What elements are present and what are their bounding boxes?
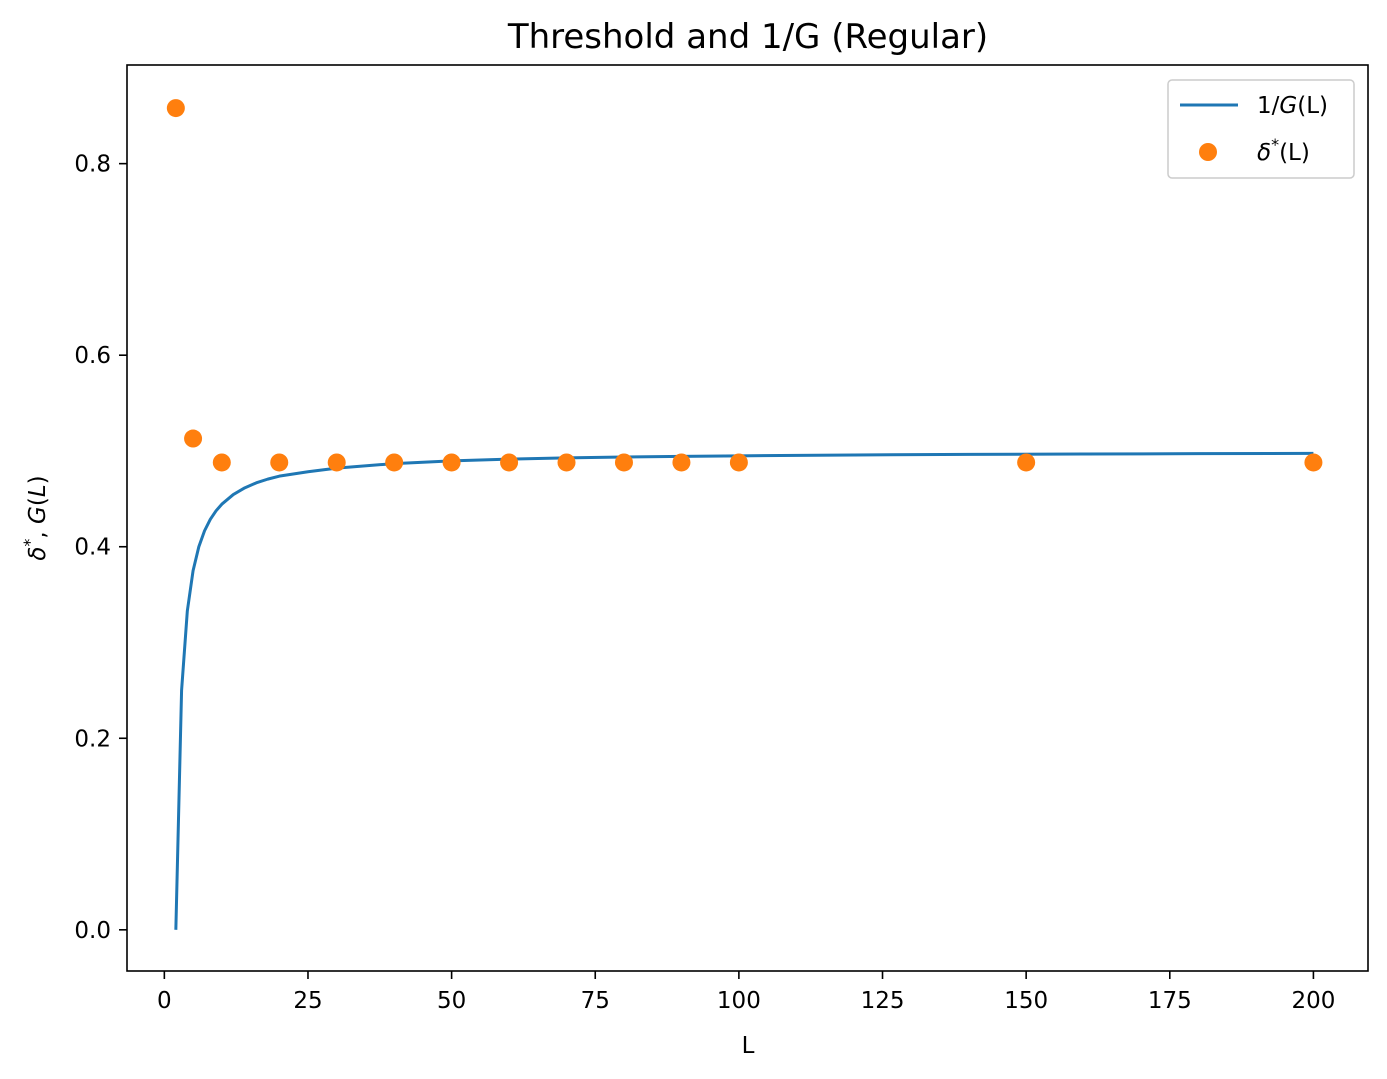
x-axis: 0 25 50 75 100 125 150 175 200 [157,971,1335,1014]
scatter-point [1304,453,1323,472]
scatter-point [327,453,346,472]
scatter-point [614,453,633,472]
y-tick-label: 0.2 [74,726,111,752]
scatter-point [270,453,289,472]
x-tick-label: 150 [1004,988,1048,1014]
y-axis-label-close-paren: ) [25,475,51,484]
y-axis-label-comma: , [25,524,51,539]
y-axis-label-g: G [25,506,51,524]
svg-text:δ*, G(L): δ*, G(L) [20,475,51,560]
scatter-point [500,453,519,472]
x-tick-label: 0 [157,988,172,1014]
x-tick-label: 25 [293,988,322,1014]
y-tick-label: 0.8 [74,152,111,178]
plot-background [127,65,1368,971]
chart-title: Threshold and 1/G (Regular) [507,17,988,57]
y-axis-label-delta: δ [25,547,51,561]
legend: 1/G(L) δ*(L) [1167,79,1355,179]
series-scatter-group [166,99,1323,472]
y-axis-label-star: * [20,539,39,547]
series-line-group [174,451,1314,930]
y-axis-label-l: L [25,484,51,497]
x-axis-label: L [742,1033,755,1059]
scatter-point [385,453,404,472]
y-axis: 0.0 0.2 0.4 0.6 0.8 [74,152,127,944]
legend-label-delta-star: δ*(L) [1257,135,1310,166]
scatter-point [212,453,231,472]
y-tick-label: 0.0 [74,918,111,944]
y-tick-label: 0.6 [74,343,111,369]
scatter-point [166,99,185,118]
x-tick-label: 50 [437,988,466,1014]
y-axis-label-open-paren: ( [25,497,51,506]
scatter-point [672,453,691,472]
y-tick-label: 0.4 [74,535,111,561]
legend-label-1-over-g: 1/G(L) [1257,93,1328,119]
plot-area [127,65,1368,971]
x-tick-label: 100 [717,988,761,1014]
legend-marker-swatch [1199,143,1217,161]
scatter-point [442,453,461,472]
x-tick-label: 200 [1291,988,1335,1014]
scatter-point [557,453,576,472]
x-tick-label: 175 [1148,988,1192,1014]
scatter-point [184,429,203,448]
series-line-1-over-g [174,451,1314,930]
y-axis-label: δ*, G(L) [20,475,51,560]
x-tick-label: 125 [861,988,905,1014]
scatter-point [1017,453,1036,472]
x-tick-label: 75 [581,988,610,1014]
plot-frame [126,64,1369,972]
scatter-point [729,453,748,472]
